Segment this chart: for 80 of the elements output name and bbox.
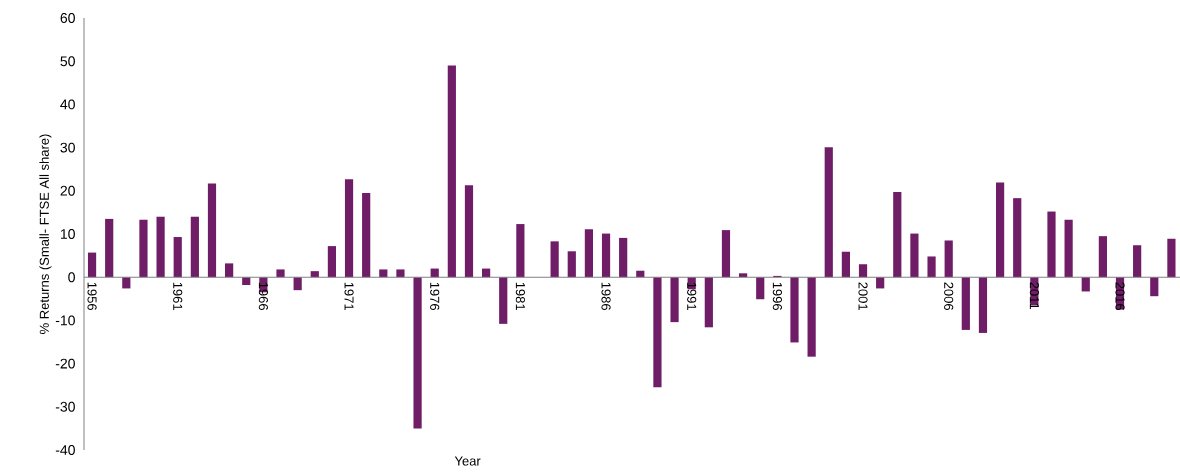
bar	[327, 246, 337, 278]
x-tick-label: 1956	[87, 282, 97, 311]
bar	[670, 277, 679, 323]
x-tick-label: 1971	[344, 282, 354, 311]
bar	[1167, 238, 1176, 278]
bar	[276, 269, 285, 278]
bar	[1098, 236, 1107, 278]
x-tick-label: 1996	[772, 282, 782, 311]
bar	[790, 277, 799, 343]
bar	[636, 270, 645, 278]
x-tick-label: 1981	[515, 282, 525, 311]
y-tick-label: 40	[60, 99, 75, 110]
bar	[824, 147, 833, 278]
bar	[841, 251, 850, 278]
bar	[173, 237, 182, 278]
bar	[910, 233, 919, 278]
bar	[516, 224, 525, 278]
bar	[584, 229, 594, 278]
x-tick-label: 2011	[1029, 282, 1039, 310]
x-tick-label: 1991	[687, 282, 697, 311]
bar	[156, 216, 165, 278]
bar	[893, 192, 902, 278]
bar	[721, 230, 731, 278]
y-tick-label: 30	[60, 142, 75, 153]
bar	[139, 219, 148, 278]
bar	[550, 241, 559, 278]
bar	[704, 277, 713, 328]
bar	[567, 251, 576, 278]
bar	[619, 237, 628, 278]
y-tick-label: -10	[55, 315, 75, 326]
x-tick-label: 1966	[258, 282, 268, 311]
x-axis-title: Year	[454, 456, 481, 466]
bar	[464, 185, 474, 278]
y-tick-label: 20	[60, 185, 75, 196]
bar	[499, 277, 508, 324]
bar	[225, 263, 234, 278]
bar	[396, 269, 405, 278]
bar	[310, 271, 319, 278]
bar	[978, 277, 988, 333]
bar	[1133, 245, 1142, 278]
bar	[482, 268, 491, 278]
bar	[293, 277, 302, 291]
bar	[105, 218, 114, 278]
y-tick-label: -20	[55, 358, 75, 369]
bar	[379, 269, 388, 278]
bar	[1047, 211, 1056, 278]
y-tick-label: 0	[68, 272, 75, 283]
y-tick-label: 10	[60, 229, 75, 239]
x-tick-label: 1986	[601, 282, 611, 311]
bar	[995, 182, 1005, 278]
bar	[87, 252, 97, 278]
y-axis-title: % Returns (Small- FTSE All share)	[39, 134, 52, 334]
bar	[858, 264, 868, 278]
bar	[430, 268, 439, 278]
x-tick-label: 1961	[173, 282, 183, 311]
bar	[344, 179, 354, 278]
y-tick-label: -30	[55, 401, 75, 412]
x-tick-label: 1976	[430, 282, 440, 311]
bar	[739, 273, 748, 278]
bar	[807, 277, 816, 357]
bar	[1150, 277, 1159, 297]
bar	[1064, 219, 1073, 278]
bar	[961, 277, 970, 330]
y-tick-label: 50	[60, 56, 75, 67]
bar	[362, 192, 371, 278]
bar	[944, 240, 953, 278]
bar	[756, 277, 765, 300]
bar	[601, 233, 611, 278]
y-tick-label: -40	[55, 445, 75, 455]
bar	[1013, 198, 1022, 278]
bar	[413, 277, 422, 429]
x-tick-label: 2001	[858, 282, 868, 311]
bar	[207, 183, 217, 278]
bar	[190, 216, 199, 278]
bar	[927, 256, 936, 278]
bar	[447, 65, 456, 278]
y-tick-label: 60	[60, 13, 75, 23]
x-tick-label: 2016	[1115, 282, 1125, 311]
x-tick-label: 2006	[944, 282, 954, 311]
bar	[653, 277, 662, 388]
